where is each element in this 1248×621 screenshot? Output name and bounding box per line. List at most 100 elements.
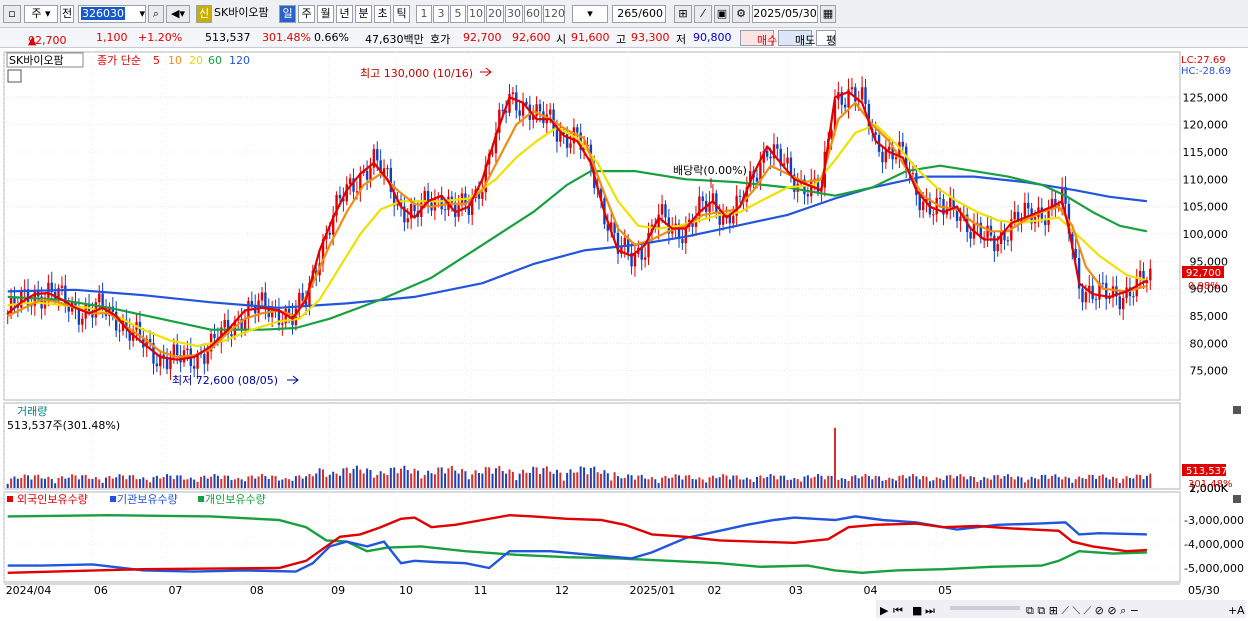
sell-button[interactable]: 매도 (778, 30, 815, 47)
interval-button-120[interactable]: 120 (543, 5, 565, 23)
candle-body (657, 214, 660, 230)
candle-body (77, 308, 81, 325)
price-chart[interactable]: 125,000 120,000 115,000 110,000 105,000 100,0… (0, 49, 1248, 621)
period-select[interactable]: 주 ▾ (24, 5, 58, 23)
timeframe-tab-0[interactable]: 일 (279, 5, 296, 23)
candle-body (423, 190, 426, 203)
candle-body (1142, 271, 1145, 284)
interval-dropdown[interactable]: ▾ (572, 5, 608, 23)
volume-bar (203, 475, 206, 488)
high-annotation: 최고 130,000 (10/16) (360, 67, 473, 80)
stop-icon[interactable]: ■ (912, 604, 922, 617)
volume-bar (969, 476, 972, 488)
candle-body (114, 311, 118, 331)
candle-body (708, 201, 711, 212)
sound-icon[interactable]: ◀▾ (166, 5, 190, 23)
volume-bar (878, 476, 881, 488)
timeframe-tab-3[interactable]: 년 (336, 5, 353, 23)
volume-bar (657, 482, 660, 488)
ma20-label: 20 (189, 54, 203, 67)
volume-bar (142, 477, 145, 488)
zoom-in-icon[interactable]: + (1228, 604, 1237, 617)
stock-code-input[interactable]: 326030 ▾ (78, 5, 146, 23)
volume-bar (227, 475, 230, 488)
candle-body (660, 204, 664, 215)
volume-bar (545, 466, 548, 488)
candle-body (559, 132, 562, 142)
volume-bar (342, 468, 345, 488)
volume-bar (481, 473, 484, 488)
volume-bar (430, 473, 433, 488)
chart-type-icon[interactable]: ▫ (3, 5, 21, 23)
volume-bar (277, 480, 280, 488)
interval-button-1[interactable]: 1 (416, 5, 432, 23)
volume-bar (789, 479, 792, 488)
volume-bar (172, 479, 175, 488)
candle-body (854, 87, 857, 102)
candle-body (382, 168, 386, 175)
volume-bar (501, 471, 504, 488)
x-tick-label: 12 (555, 584, 569, 597)
volume-bar (630, 475, 633, 488)
play-icon[interactable]: ▶ (880, 604, 889, 617)
candle-body (525, 101, 528, 105)
candle-body (749, 171, 752, 188)
candle-body (331, 215, 335, 235)
timeframe-tab-4[interactable]: 분 (355, 5, 372, 23)
candle-body (206, 351, 209, 364)
interval-button-30[interactable]: 30 (505, 5, 523, 23)
table-icon[interactable] (7, 69, 22, 83)
volume-bar (552, 473, 555, 488)
candle-body (172, 344, 176, 358)
volume-bar (254, 478, 257, 488)
volume-bar (772, 475, 775, 488)
candle-body (359, 172, 362, 192)
x-tick-label: 03 (789, 584, 803, 597)
volume-bar (515, 480, 518, 488)
x-tick-label: 08 (250, 584, 264, 597)
gear-icon[interactable]: ⚙ (732, 5, 750, 23)
interval-button-10[interactable]: 10 (467, 5, 485, 23)
zoom-slider[interactable] (950, 606, 1020, 610)
timeframe-tab-5[interactable]: 초 (374, 5, 391, 23)
volume-bar (467, 479, 470, 488)
calendar-icon[interactable]: ▦ (820, 5, 836, 23)
date-field[interactable]: 2025/05/30 (752, 5, 818, 23)
buy-label: 매수 (757, 34, 778, 47)
candle-body (613, 222, 616, 233)
timeframe-tab-1[interactable]: 주 (298, 5, 315, 23)
volume-bar (1139, 474, 1142, 488)
font-size-icon[interactable]: A (1237, 604, 1245, 617)
candle-body (243, 317, 247, 329)
volume-bar (1088, 474, 1091, 488)
buy-button[interactable]: 매수 (740, 30, 778, 47)
volume-bar (688, 475, 691, 488)
count-field[interactable]: 265/600 (612, 5, 666, 23)
volume-bar (678, 475, 681, 488)
candle-icon[interactable]: ⊞ (674, 5, 692, 23)
candle-body (481, 192, 484, 199)
interval-button-3[interactable]: 3 (433, 5, 449, 23)
volume-bar (722, 474, 725, 488)
prev-button[interactable]: 전 (60, 5, 74, 23)
interval-button-60[interactable]: 60 (524, 5, 542, 23)
timeframe-tab-2[interactable]: 월 (317, 5, 334, 23)
draw-tool-icon[interactable]: ⁄ (694, 5, 712, 23)
save-icon[interactable]: ▣ (714, 5, 730, 23)
x-tick-label: 2024/04 (6, 584, 52, 597)
timeframe-tab-6[interactable]: 틱 (393, 5, 410, 23)
forward-icon[interactable]: ⏭ (925, 604, 935, 617)
avg-button[interactable]: 평 (816, 30, 836, 47)
search-icon[interactable]: ⌕ (148, 5, 164, 23)
rewind-icon[interactable]: ⏮ (893, 604, 903, 617)
interval-button-5[interactable]: 5 (450, 5, 466, 23)
holder-close-icon[interactable] (1233, 495, 1241, 503)
interval-button-20[interactable]: 20 (486, 5, 504, 23)
candle-body (935, 197, 938, 215)
candle-body (610, 222, 613, 231)
chart-tools-icons[interactable]: ⧉ ⧉ ⊞ ⟋ ⟍ ⟋ ⊘ ⊘ ⌕ − (1026, 604, 1139, 617)
candle-body (548, 109, 552, 115)
volume-close-icon[interactable] (1233, 406, 1241, 414)
candle-body (542, 111, 545, 124)
candle-body (921, 201, 925, 211)
